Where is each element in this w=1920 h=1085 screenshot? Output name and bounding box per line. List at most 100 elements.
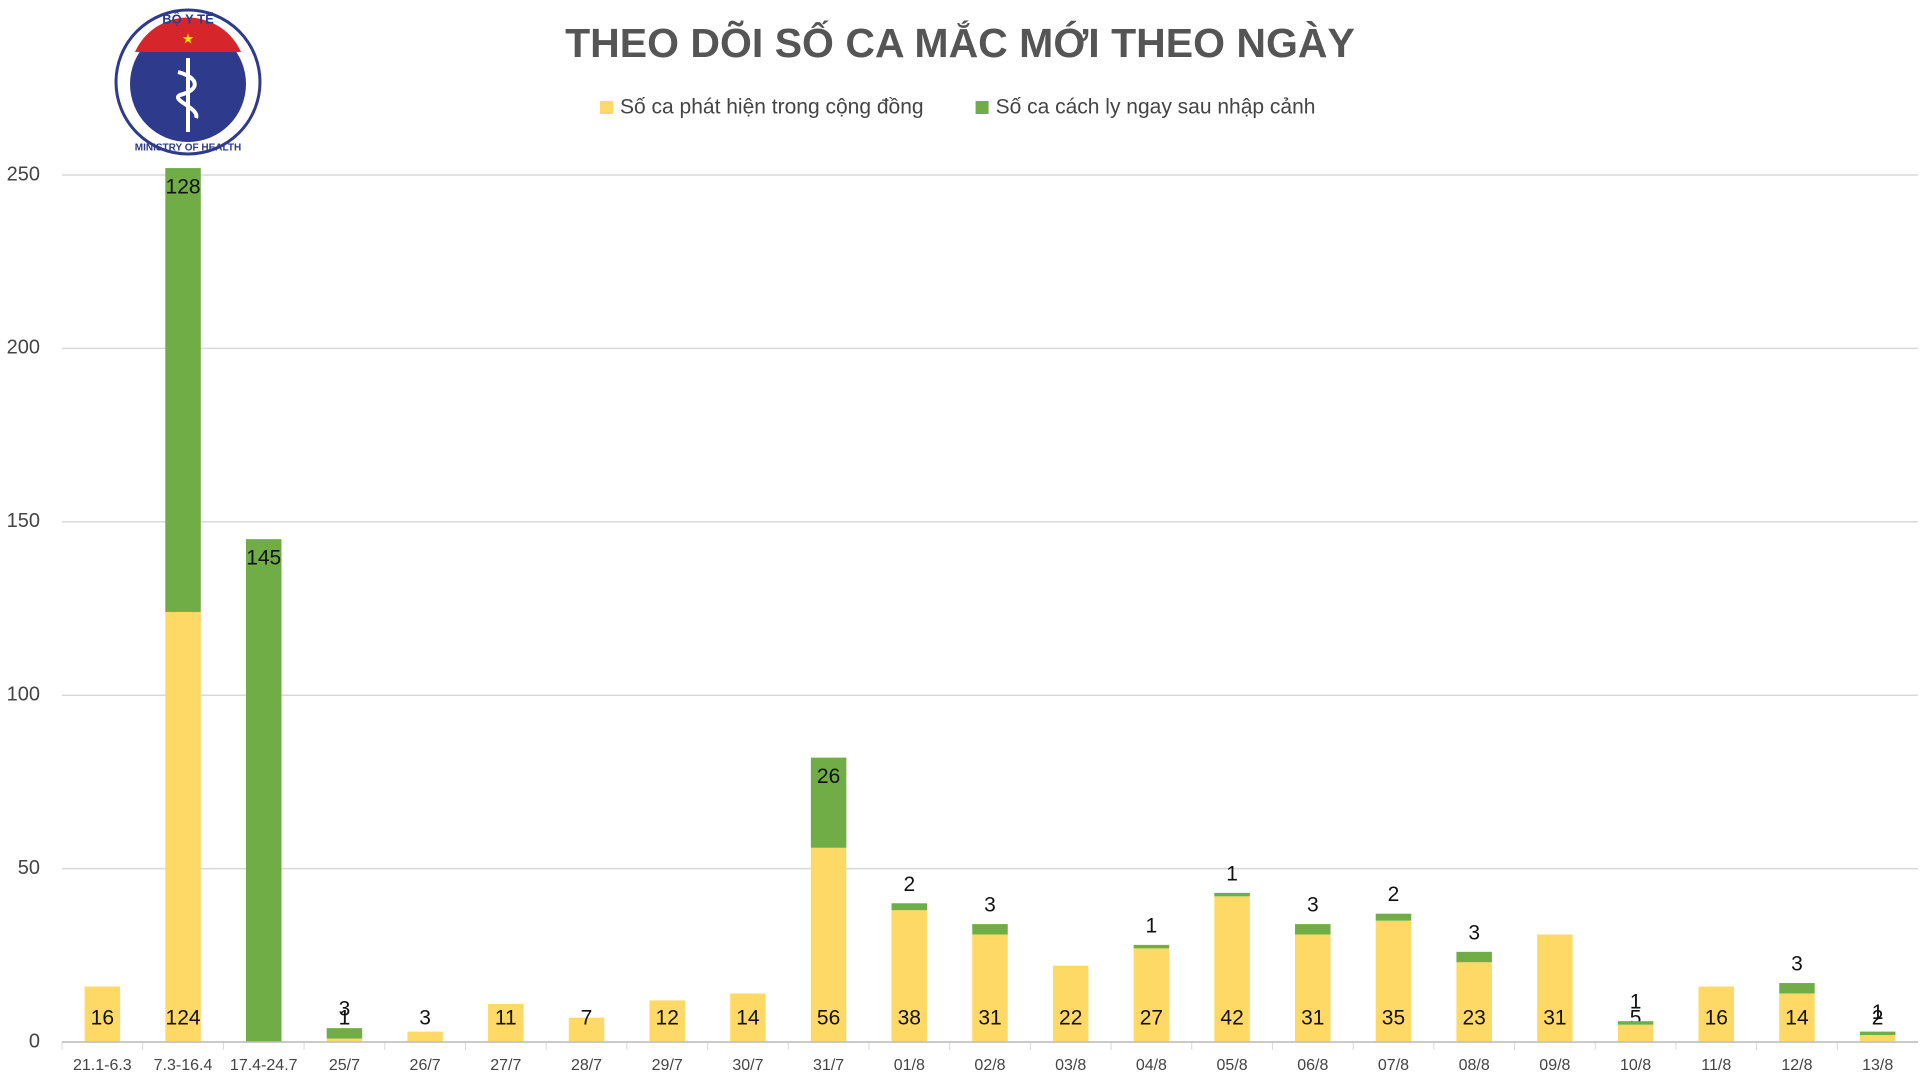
x-tick-label: 09/8 (1539, 1057, 1570, 1074)
x-tick-label: 25/7 (329, 1057, 360, 1074)
logo-star: ★ (182, 31, 195, 47)
data-label: 3 (1468, 921, 1480, 944)
logo-caduceus (175, 58, 199, 132)
bar-segment (1214, 892, 1250, 897)
data-label: 27 (1140, 1007, 1163, 1030)
bar-segment (1456, 962, 1492, 1042)
bar-segment (245, 539, 282, 1042)
x-tick-label: 31/7 (813, 1057, 844, 1074)
bar-segment (1133, 944, 1170, 949)
y-tick-label: 50 (18, 857, 40, 879)
data-label: 16 (1705, 1007, 1728, 1030)
x-tick-label: 05/8 (1217, 1057, 1248, 1074)
bar-segment (810, 847, 847, 1042)
data-label: 14 (736, 1007, 760, 1030)
data-label: 1 (1226, 862, 1238, 885)
logo-band (135, 17, 241, 52)
data-label: 3 (1307, 894, 1319, 917)
bar-segment (1698, 986, 1735, 1042)
bar-segment (326, 1028, 363, 1039)
x-tick-label: 12/8 (1781, 1057, 1812, 1074)
x-tick-label: 26/7 (410, 1057, 441, 1074)
data-label: 38 (898, 1007, 921, 1030)
x-tick-label: 07/8 (1378, 1057, 1409, 1074)
bar-segment (1375, 913, 1412, 921)
bar-segment (1133, 948, 1170, 1042)
legend-label: Số ca cách ly ngay sau nhập cảnh (996, 96, 1316, 119)
logo-top-text: BỘ Y TẾ (162, 11, 214, 26)
data-label: 16 (91, 1007, 114, 1030)
data-label: 31 (1543, 1007, 1566, 1030)
bar-segment (972, 934, 1008, 1042)
bar-segment (1617, 1024, 1654, 1042)
y-tick-label: 250 (7, 163, 40, 185)
data-label: 14 (1785, 1007, 1809, 1030)
data-label: 2 (903, 873, 915, 896)
data-label: 12 (656, 1007, 679, 1030)
bar-segment (488, 1003, 524, 1042)
data-label: 5 (1630, 1007, 1642, 1030)
data-label: 1 (1630, 991, 1642, 1014)
bar-segment (1456, 951, 1492, 963)
bar-segment (891, 903, 928, 911)
x-tick-label: 13/8 (1862, 1057, 1893, 1074)
data-label: 1 (1146, 914, 1158, 937)
bar-segment (1779, 983, 1815, 994)
y-tick-label: 100 (7, 683, 40, 705)
y-tick-label: 200 (7, 337, 40, 359)
x-tick-label: 29/7 (652, 1057, 683, 1074)
bar-segment (165, 611, 201, 1042)
bar-segment (649, 1000, 685, 1042)
logo-bottom-text: MINISTRY OF HEALTH (135, 143, 241, 154)
bar-segment (730, 993, 766, 1042)
bar-segment (407, 1031, 443, 1042)
bar-segment (1295, 934, 1331, 1042)
logo: ★ BỘ Y TẾ MINISTRY OF HEALTH (114, 8, 262, 156)
data-label: 145 (246, 547, 281, 570)
bar-segment (326, 1038, 363, 1042)
data-label: 2 (1388, 883, 1400, 906)
data-label: 23 (1462, 1007, 1485, 1030)
x-tick-label: 03/8 (1055, 1057, 1086, 1074)
bar-segment (1779, 993, 1815, 1042)
x-tick-label: 01/8 (894, 1057, 925, 1074)
bar-segment (1537, 934, 1573, 1042)
legend-label: Số ca phát hiện trong cộng đồng (620, 96, 924, 119)
bar-segment (1214, 896, 1250, 1042)
bar-segment (1375, 920, 1412, 1042)
bar-segment (84, 986, 121, 1042)
data-label: 124 (166, 1007, 201, 1030)
bar-segment (891, 910, 928, 1042)
x-tick-label: 04/8 (1136, 1057, 1167, 1074)
x-tick-label: 08/8 (1459, 1057, 1490, 1074)
x-tick-label: 02/8 (974, 1057, 1005, 1074)
data-label: 1 (339, 1007, 351, 1030)
data-label: 128 (166, 176, 201, 199)
bar-segment (568, 1017, 605, 1042)
data-label: 3 (419, 1007, 431, 1030)
bar-segment (165, 168, 201, 612)
data-label: 1 (1872, 1001, 1884, 1024)
x-tick-label: 06/8 (1297, 1057, 1328, 1074)
bar-segment (972, 924, 1008, 935)
legend-swatch (600, 101, 613, 114)
chart-title: THEO DÕI SỐ CA MẮC MỚI THEO NGÀY (565, 20, 1355, 66)
data-label: 31 (978, 1007, 1001, 1030)
data-label: 3 (984, 894, 996, 917)
x-tick-label: 27/7 (490, 1057, 521, 1074)
y-tick-label: 150 (7, 510, 40, 532)
data-label: 31 (1301, 1007, 1324, 1030)
data-label: 56 (817, 1007, 840, 1030)
bar-segment (1295, 924, 1331, 935)
legend-swatch (975, 101, 989, 114)
x-tick-label: 28/7 (571, 1057, 602, 1074)
data-label: 7 (581, 1007, 593, 1030)
x-tick-label: 30/7 (732, 1057, 763, 1074)
x-tick-label: 17.4-24.7 (230, 1057, 298, 1074)
data-label: 3 (339, 998, 351, 1021)
bar-segment (1617, 1021, 1654, 1025)
x-tick-label: 7.3-16.4 (154, 1057, 213, 1074)
data-label: 26 (817, 765, 840, 788)
